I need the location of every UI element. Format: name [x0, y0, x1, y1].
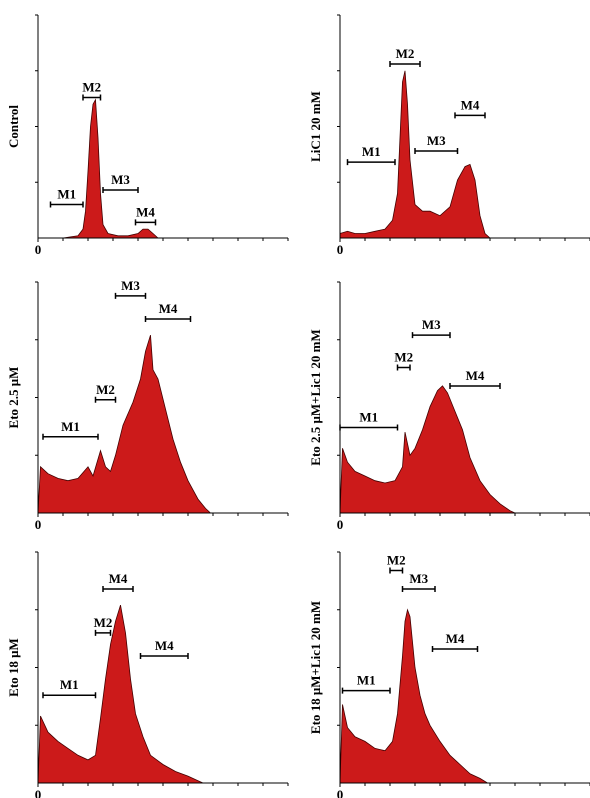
gate-label: M3 [111, 172, 130, 187]
gate-label: M3 [427, 133, 446, 148]
gate-marker [454, 112, 486, 119]
gate-label: M2 [82, 80, 101, 95]
gate-marker [82, 94, 102, 101]
x-tick-label: 0 [337, 787, 344, 798]
histogram [339, 385, 590, 514]
gate-marker [49, 201, 84, 208]
gate-label: M4 [446, 631, 465, 646]
gate-label: M3 [422, 317, 441, 332]
gate-marker [102, 585, 134, 592]
y-axis-label: Eto 18 μM+Lic1 20 mM [308, 601, 323, 734]
gate-label: M4 [155, 638, 174, 653]
gate-marker [341, 687, 391, 694]
gate-label: M2 [387, 552, 406, 567]
gate-label: M4 [159, 301, 178, 316]
x-tick-label: 0 [337, 517, 344, 532]
gate-marker [431, 646, 479, 653]
gate-marker [114, 292, 147, 299]
gate-marker [389, 567, 404, 574]
histogram [339, 608, 590, 784]
x-tick-label: 0 [35, 242, 42, 257]
gate-label: M2 [94, 615, 113, 630]
gate-label: M3 [409, 571, 428, 586]
histogram [37, 334, 288, 514]
gate-label: M1 [357, 673, 376, 688]
gate-marker [339, 424, 399, 431]
y-axis-label: Control [6, 105, 21, 148]
gate-marker [144, 315, 192, 322]
gate-label: M4 [109, 571, 128, 586]
y-axis-label: Eto 2.5 μM+Lic1 20 mM [308, 329, 323, 465]
gate-marker [346, 159, 396, 166]
gate-marker [102, 187, 139, 194]
gate-marker [94, 396, 117, 403]
y-axis-label: Eto 18 μM [6, 638, 21, 697]
gate-label: M1 [61, 419, 80, 434]
x-tick-label: 0 [35, 517, 42, 532]
gate-marker [134, 219, 157, 226]
gate-marker [396, 364, 411, 371]
gate-label: M1 [57, 187, 76, 202]
histogram [38, 98, 288, 239]
gate-marker [94, 629, 112, 636]
gate-label: M2 [396, 46, 415, 61]
gate-label: M2 [96, 382, 115, 397]
gate-label: M2 [394, 349, 413, 364]
histogram [339, 70, 590, 239]
gate-marker [449, 382, 501, 389]
y-axis-label: LiC1 20 mM [308, 91, 323, 162]
gate-marker [42, 433, 99, 440]
gate-marker [42, 692, 97, 699]
gate-marker [414, 148, 459, 155]
gate-label: M4 [136, 204, 155, 219]
x-tick-label: 0 [337, 242, 344, 257]
gate-marker [401, 585, 436, 592]
gate-label: M1 [359, 410, 378, 425]
x-tick-label: 0 [35, 787, 42, 798]
gate-label: M1 [60, 677, 79, 692]
gate-marker [411, 332, 451, 339]
gate-marker [389, 61, 421, 68]
gate-label: M4 [466, 368, 485, 383]
gate-label: M3 [121, 278, 140, 293]
gate-label: M1 [362, 144, 381, 159]
histogram [37, 604, 288, 784]
gate-label: M4 [461, 97, 480, 112]
gate-marker [139, 652, 189, 659]
y-axis-label: Eto 2.5 μM [6, 367, 21, 429]
